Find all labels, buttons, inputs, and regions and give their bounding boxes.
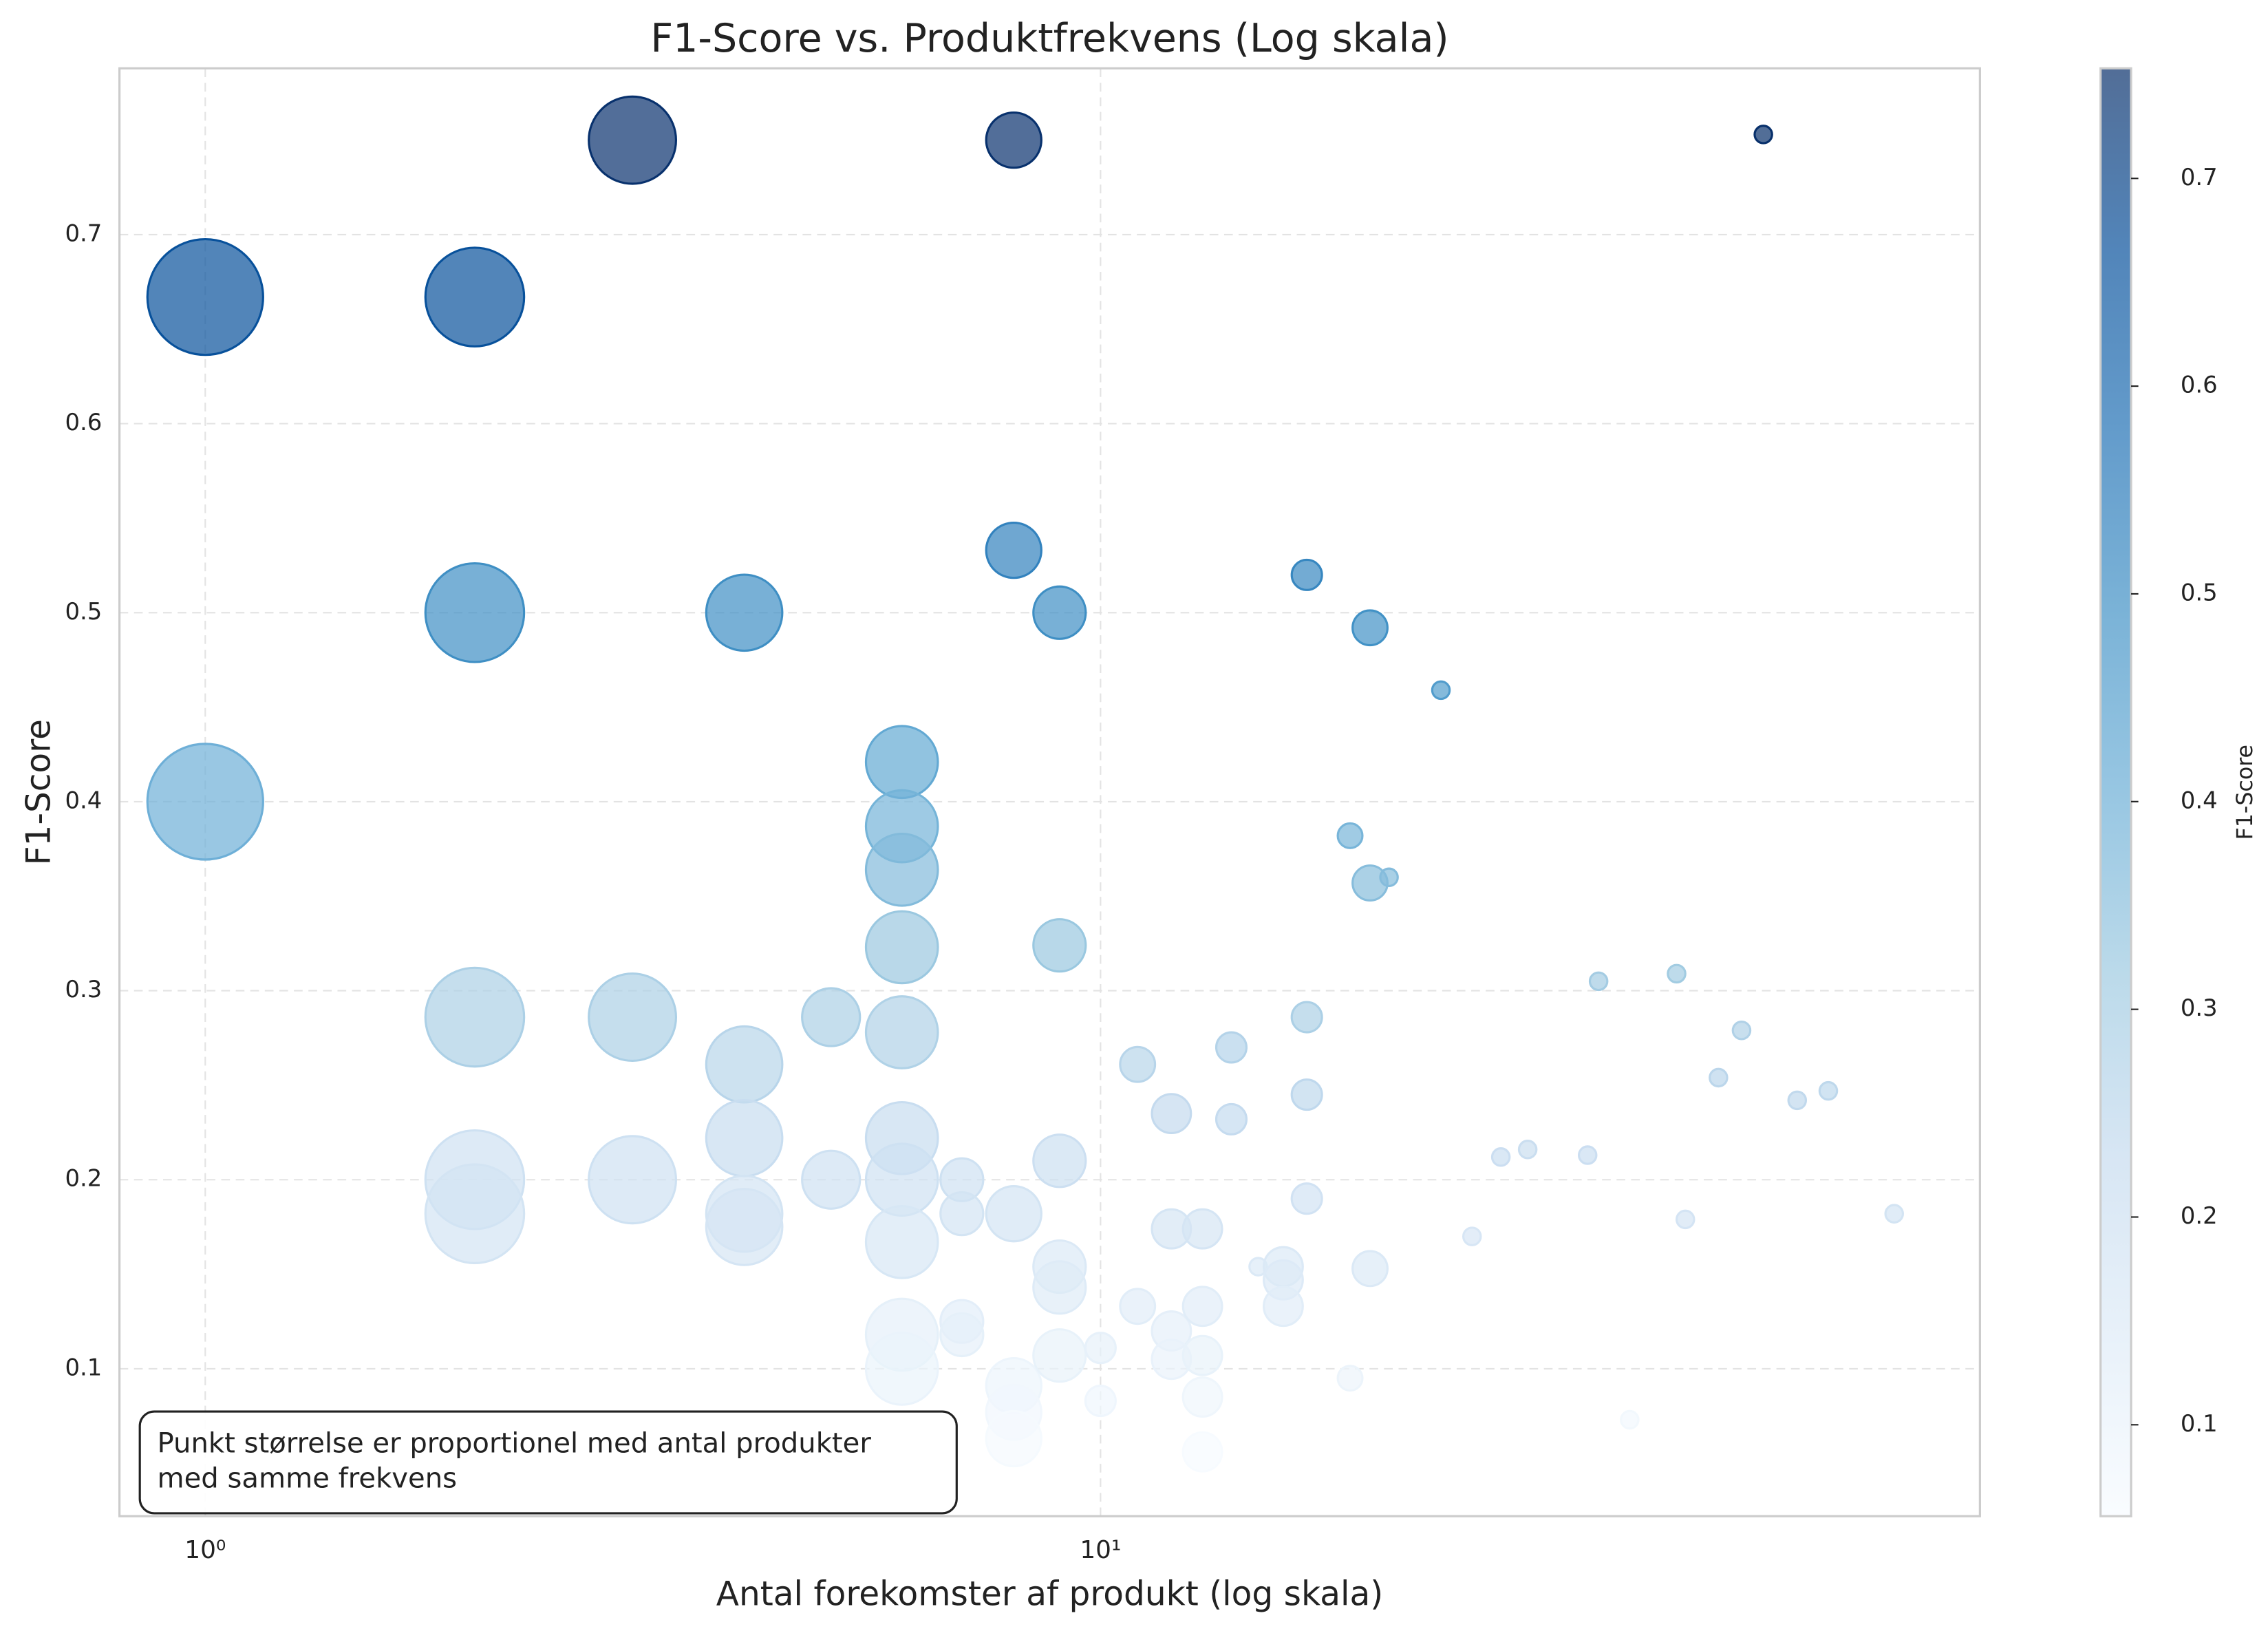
- y-tick-label: 0.7: [65, 220, 103, 246]
- point: [864, 995, 939, 1069]
- point: [1675, 1209, 1695, 1230]
- point: [1620, 1409, 1640, 1430]
- point: [1490, 1147, 1511, 1167]
- point: [1215, 1031, 1248, 1064]
- point: [1084, 1332, 1117, 1365]
- annotation-text: med samme frekvens: [158, 1462, 458, 1494]
- point: [1181, 1286, 1223, 1328]
- annotation-text: Punkt størrelse er proportionel med anta…: [158, 1428, 872, 1460]
- point: [588, 1135, 678, 1225]
- colorbar-tick-label: 0.4: [2181, 787, 2218, 813]
- annotation: Punkt størrelse er proportionel med anta…: [138, 1410, 958, 1515]
- x-tick-label: 10⁰: [184, 1536, 226, 1564]
- point: [588, 972, 678, 1062]
- point: [1290, 1078, 1323, 1111]
- point: [1032, 1328, 1087, 1383]
- point: [1667, 963, 1687, 984]
- colorbar-tick-label: 0.3: [2181, 994, 2218, 1021]
- point: [1181, 1431, 1223, 1473]
- point: [985, 521, 1042, 579]
- y-tick-label: 0.4: [65, 787, 103, 813]
- y-tick-label: 0.5: [65, 598, 103, 625]
- point: [705, 1025, 784, 1104]
- colorbar-tick-label: 0.2: [2181, 1202, 2218, 1229]
- point: [864, 1205, 939, 1279]
- point: [1032, 1133, 1087, 1188]
- chart-title: F1-Score vs. Produktfrekvens (Log skala): [650, 16, 1448, 61]
- point: [864, 1142, 939, 1217]
- point: [1336, 1365, 1364, 1392]
- point: [1290, 1182, 1323, 1215]
- point: [985, 1409, 1042, 1468]
- y-axis-label: F1-Score: [20, 719, 58, 865]
- colorbar-tick-label: 0.7: [2181, 164, 2218, 191]
- point: [1032, 1260, 1087, 1315]
- point: [1787, 1090, 1808, 1111]
- point: [1884, 1204, 1904, 1224]
- point: [1181, 1334, 1223, 1376]
- point: [1818, 1080, 1839, 1101]
- point: [1119, 1045, 1157, 1083]
- annotation-box: [138, 1410, 958, 1515]
- point: [1119, 1288, 1157, 1325]
- point: [985, 111, 1042, 169]
- point: [1379, 867, 1399, 888]
- point: [801, 987, 862, 1047]
- point: [1577, 1145, 1598, 1165]
- point: [1032, 918, 1087, 973]
- point: [1181, 1208, 1223, 1250]
- point: [864, 1332, 939, 1406]
- point: [1336, 822, 1364, 849]
- point: [1032, 585, 1087, 640]
- point: [1709, 1067, 1729, 1088]
- point: [1215, 1102, 1248, 1136]
- point: [1588, 971, 1609, 992]
- point: [424, 966, 526, 1068]
- point: [1753, 125, 1773, 145]
- point: [424, 246, 526, 348]
- point: [146, 237, 264, 356]
- point: [1263, 1286, 1304, 1328]
- point: [146, 743, 264, 861]
- plot-frame: [118, 67, 1981, 1517]
- point: [705, 573, 784, 652]
- point: [424, 1163, 526, 1264]
- point: [1181, 1376, 1223, 1418]
- point: [1731, 1021, 1752, 1041]
- point: [1351, 609, 1389, 647]
- point: [985, 1185, 1042, 1243]
- point: [939, 1312, 985, 1358]
- y-tick-label: 0.6: [65, 409, 103, 436]
- point: [1431, 680, 1451, 701]
- point: [424, 562, 526, 663]
- x-axis-label: Antal forekomster af produkt (log skala): [716, 1575, 1384, 1613]
- colorbar-tick-label: 0.5: [2181, 579, 2218, 606]
- point: [939, 1191, 985, 1237]
- point: [1290, 558, 1323, 591]
- colorbar: [2099, 67, 2132, 1517]
- point: [588, 95, 678, 185]
- point: [1084, 1385, 1117, 1418]
- point: [801, 1149, 862, 1210]
- point: [1290, 1001, 1323, 1034]
- x-tick-label: 10¹: [1080, 1536, 1121, 1564]
- y-tick-label: 0.2: [65, 1165, 103, 1192]
- y-tick-label: 0.1: [65, 1354, 103, 1381]
- colorbar-tick-label: 0.6: [2181, 372, 2218, 398]
- point: [864, 910, 939, 985]
- point: [1517, 1140, 1538, 1160]
- point: [705, 1098, 784, 1177]
- point: [705, 1188, 784, 1266]
- point: [864, 725, 939, 800]
- colorbar-label: F1-Score: [2233, 745, 2258, 840]
- point: [1462, 1226, 1482, 1246]
- colorbar-tick-label: 0.1: [2181, 1410, 2218, 1437]
- point: [1351, 1250, 1389, 1288]
- point: [864, 832, 939, 907]
- point: [1151, 1093, 1192, 1135]
- y-tick-label: 0.3: [65, 976, 103, 1003]
